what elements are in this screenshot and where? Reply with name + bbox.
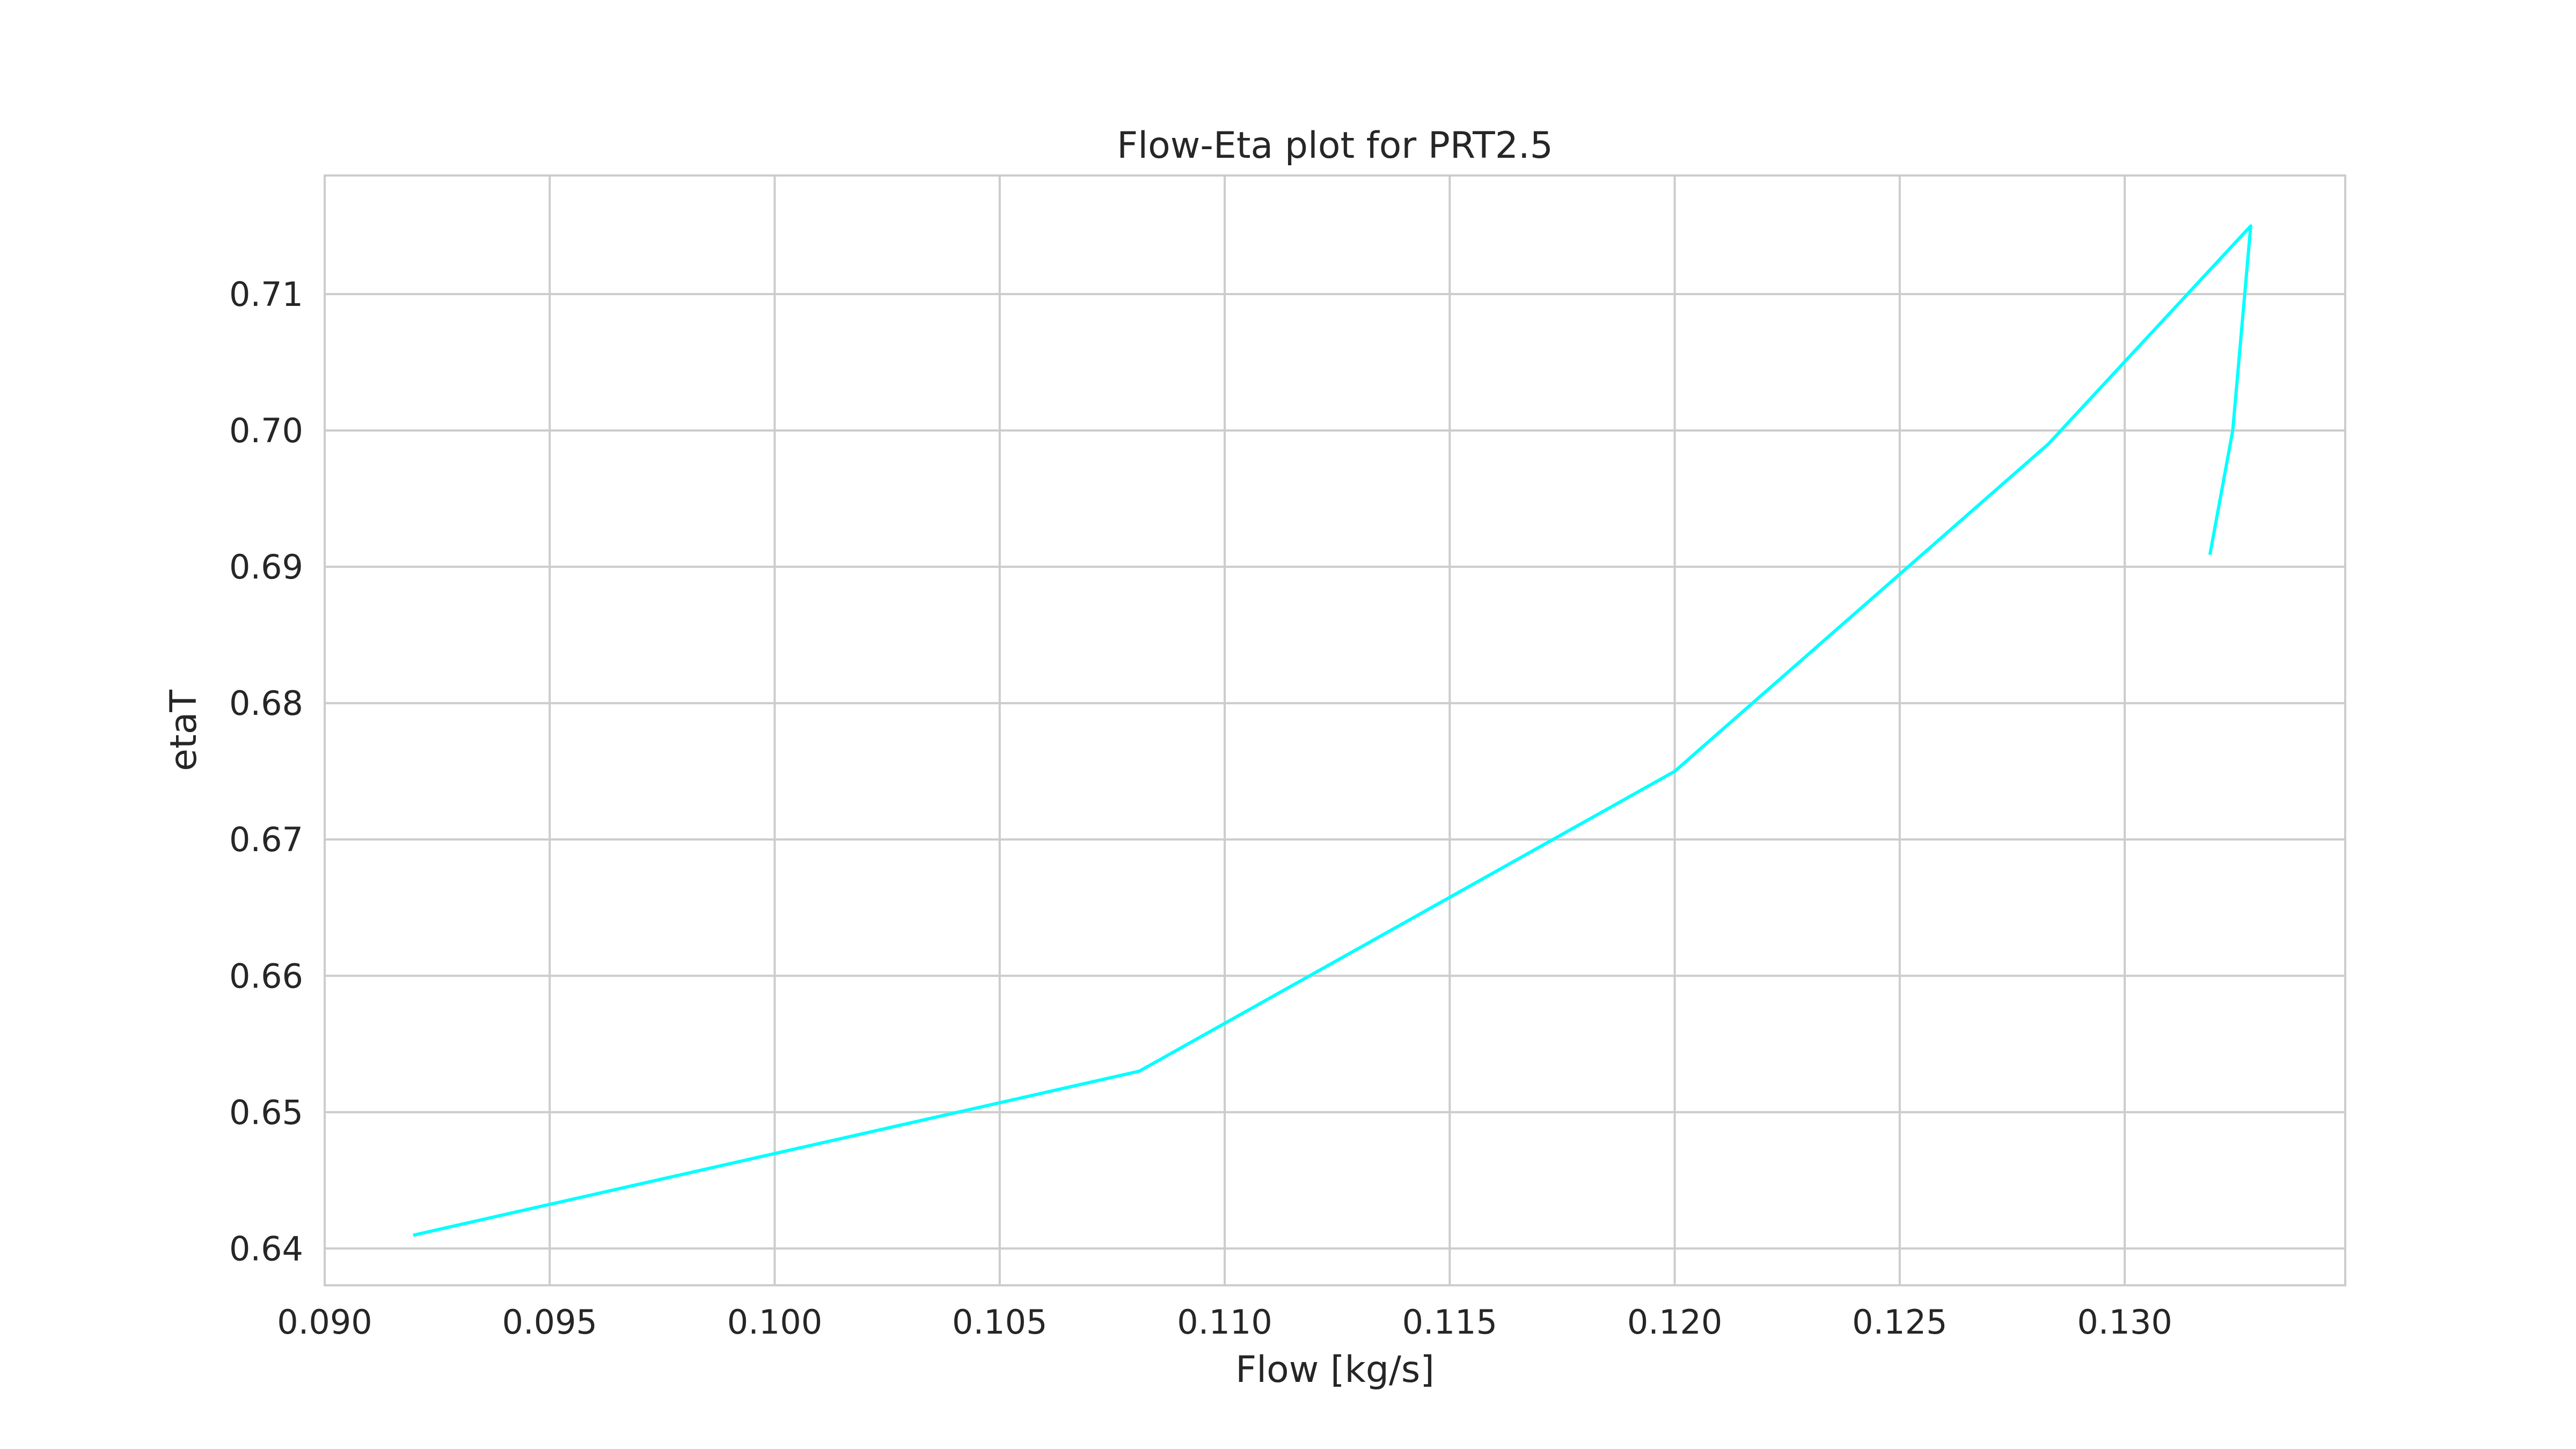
- x-tick-label: 0.090: [277, 1302, 372, 1342]
- y-axis-label: etaT: [163, 690, 205, 771]
- y-tick-label: 0.71: [229, 275, 303, 314]
- y-tick-label: 0.69: [229, 547, 303, 587]
- grid-lines: [324, 175, 2345, 1285]
- series-layer: [413, 224, 2252, 1237]
- y-tick-label: 0.68: [229, 684, 303, 723]
- x-axis-label: Flow [kg/s]: [1235, 1349, 1435, 1391]
- series-line: [413, 224, 2252, 1237]
- x-tick-label: 0.120: [1627, 1302, 1723, 1342]
- y-tick-label: 0.65: [229, 1093, 303, 1132]
- x-tick-labels: 0.090 0.095 0.100 0.105 0.110 0.115 0.120 0.125…: [277, 1302, 2172, 1342]
- x-tick-label: 0.125: [1852, 1302, 1948, 1342]
- plot-frame: [324, 174, 2346, 1286]
- x-tick-label: 0.130: [2077, 1302, 2172, 1342]
- y-tick-labels: 0.64 0.65 0.66 0.67 0.68 0.69 0.70 0.71: [229, 275, 303, 1268]
- chart-title: Flow-Eta plot for PRT2.5: [1117, 125, 1553, 167]
- x-tick-label: 0.095: [502, 1302, 598, 1342]
- y-tick-label: 0.64: [229, 1229, 303, 1268]
- x-tick-label: 0.105: [952, 1302, 1048, 1342]
- x-tick-label: 0.100: [727, 1302, 823, 1342]
- x-tick-label: 0.115: [1402, 1302, 1498, 1342]
- x-tick-label: 0.110: [1177, 1302, 1272, 1342]
- y-tick-label: 0.67: [229, 820, 303, 859]
- y-tick-label: 0.70: [229, 411, 303, 450]
- y-tick-label: 0.66: [229, 956, 303, 996]
